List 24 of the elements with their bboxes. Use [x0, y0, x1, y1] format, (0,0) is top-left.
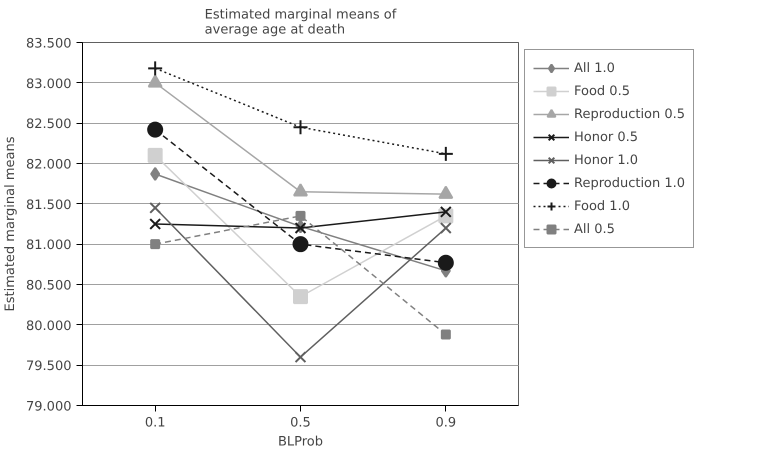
legend-label: Reproduction 1.0	[574, 176, 686, 190]
y-tick-label: 81.500	[26, 198, 72, 213]
chart-title: Estimated marginal means of average age at death	[204, 8, 397, 38]
x-tick-label: 0.9	[435, 416, 456, 430]
y-tick-label: 80.500	[26, 278, 72, 294]
legend-label: Food 1.0	[574, 198, 630, 214]
legend-label: Honor 0.5	[574, 130, 638, 144]
legend-label: Honor 1.0	[574, 152, 638, 168]
x-axis-title: BLProb	[278, 434, 324, 450]
y-tick-label: 82.000	[26, 158, 72, 172]
y-tick-label: 81.000	[26, 238, 72, 254]
y-tick-label: 83.000	[26, 76, 72, 92]
y-tick-label: 79.000	[26, 400, 72, 414]
legend-label: All 0.5	[574, 222, 615, 236]
y-tick-label: 82.500	[26, 117, 72, 132]
legend-label: Food 0.5	[574, 84, 630, 98]
y-axis-title: Estimated marginal means	[3, 136, 18, 312]
legend-label: All 1.0	[574, 60, 615, 76]
x-tick-label: 0.5	[290, 416, 311, 430]
y-tick-label: 80.000	[26, 318, 72, 334]
y-tick-label: 83.500	[26, 36, 72, 52]
y-tick-label: 79.500	[26, 359, 72, 374]
legend-label: Reproduction 0.5	[574, 106, 686, 122]
x-tick-label: 0.1	[144, 416, 166, 430]
